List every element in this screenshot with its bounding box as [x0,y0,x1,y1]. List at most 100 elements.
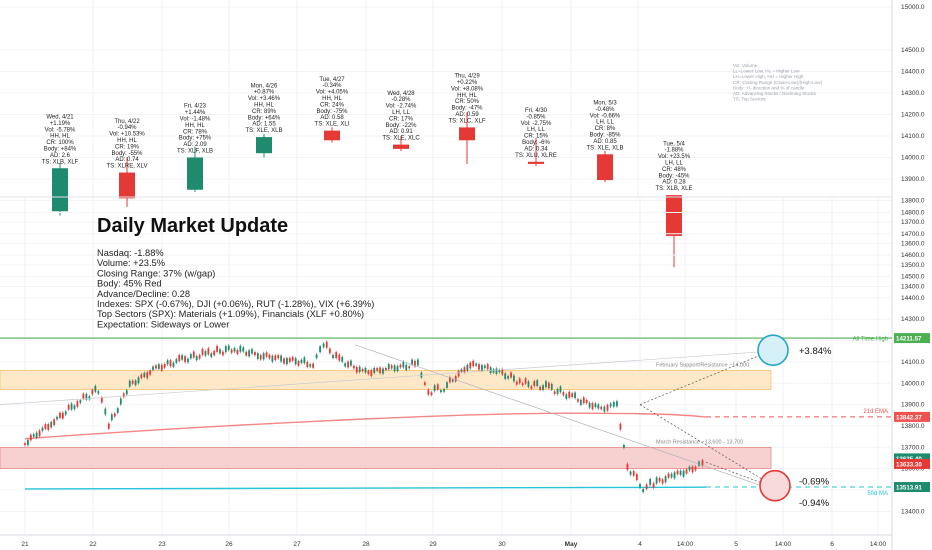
intraday-candle [328,348,331,354]
intraday-candle [73,405,76,410]
intraday-candle [100,397,103,403]
intraday-candle [478,364,480,370]
intraday-candle [85,393,88,400]
intraday-candle [370,370,373,376]
intraday-candle [91,389,94,395]
intraday-candle [472,360,475,367]
intraday-candle [518,378,521,384]
intraday-candle [221,351,224,356]
intraday-candle [539,386,542,390]
intraday-candle [140,374,143,379]
intraday-candle [645,484,648,490]
daily-stat-line: Body: +75% [179,136,212,142]
intraday-candle [545,381,547,388]
axis-tick-label: 14500.0 [901,274,925,281]
intraday-candle [547,382,550,389]
zone-label: February Support/Resistance ~14,000 [656,362,749,368]
axis-tick-label: 14600.0 [901,252,925,259]
intraday-candle [486,364,489,370]
intraday-candle [427,389,430,395]
axis-tick-label: 14100.0 [901,133,925,140]
intraday-candle [207,348,210,355]
daily-stat-line: Body: +84% [44,146,77,152]
intraday-candle [97,391,100,394]
intraday-candle [481,365,483,371]
intraday-candle [107,423,110,429]
intraday-candle [582,397,585,404]
ema21-price-tag: 13842.37 [896,414,922,421]
intraday-candle [652,483,655,488]
intraday-candle [322,343,325,348]
x-tick-label: 14:00 [870,541,887,548]
intraday-candle [198,354,201,359]
daily-stat-line: +0.87% [254,90,275,96]
intraday-candle [24,443,26,446]
daily-stat-line: TS: XLRE, XLV [107,164,148,170]
intraday-candle [673,472,676,479]
intraday-candle [236,349,239,355]
intraday-candle [70,403,73,410]
intraday-candle [137,377,140,384]
intraday-candle [387,363,390,370]
intraday-candle [619,423,622,430]
daily-stat-line: -0.28% [391,97,411,103]
intraday-candle [498,370,501,373]
daily-stat-line: Vol: -2.75% [521,121,552,127]
legend-line: AD: Advancing Stocks / Declining Stocks [733,91,817,96]
intraday-candle [122,393,125,398]
daily-stat-line: LH, LL [392,110,410,116]
intraday-candle [286,358,288,365]
axis-tick-label: 14100.0 [901,359,925,366]
daily-stat-line: Thu, 4/29 [454,74,480,80]
intraday-candle [603,406,606,412]
intraday-candle [577,399,579,402]
support-resistance-zones: February Support/Resistance ~14,000 March… [0,362,772,469]
intraday-candle [242,347,245,352]
x-tick-label: 4 [638,541,642,548]
daily-stat-line: TS: XLB, XLF [42,159,79,165]
x-tick-label: 21 [21,541,29,548]
axis-tick-label: 15000.0 [901,4,925,11]
daily-stat-line: LH, LL [527,127,545,133]
intraday-candle [446,382,448,388]
intraday-candle [639,483,641,488]
daily-stat-line: Vol: +8.08% [451,86,484,92]
daily-stat-line: Wed, 4/21 [46,114,74,120]
intraday-candle [291,357,294,361]
daily-candle-body [528,161,544,164]
intraday-candle [443,388,445,392]
daily-stat-line: AD: 0.28 [662,180,686,186]
intraday-candle [189,354,192,359]
intraday-candle [219,349,221,354]
x-tick-label: 26 [225,541,233,548]
intraday-candle [430,392,433,396]
intraday-candle [585,400,588,404]
axis-tick-label: 13800.0 [901,198,925,205]
daily-stat-line: CR: 15% [524,134,549,140]
intraday-candle [352,365,355,369]
axis-tick-label: 14800.0 [901,209,925,216]
daily-candle-body [597,154,613,181]
intraday-candle [676,470,679,475]
intraday-candle [79,400,82,403]
intraday-candle [670,473,673,478]
intraday-candle [533,381,536,387]
intraday-candle [227,345,230,351]
intraday-candle [344,363,347,367]
intraday-candle [361,369,364,372]
intraday-candle [376,368,379,371]
intraday-candle [119,398,122,405]
intraday-candle [248,350,250,357]
axis-tick-label: 14000.0 [901,155,925,162]
intraday-candle [658,477,661,482]
daily-stat-line: CR: 89% [252,109,277,115]
intraday-candle [466,364,469,371]
daily-candle-body [256,137,272,154]
x-tick-label: 14:00 [677,541,694,548]
ath-price-tag-bg [894,333,930,344]
x-tick-label: 14:00 [775,541,792,548]
intraday-candle [390,365,393,369]
intraday-candle [393,365,396,372]
intraday-candle [524,378,527,384]
